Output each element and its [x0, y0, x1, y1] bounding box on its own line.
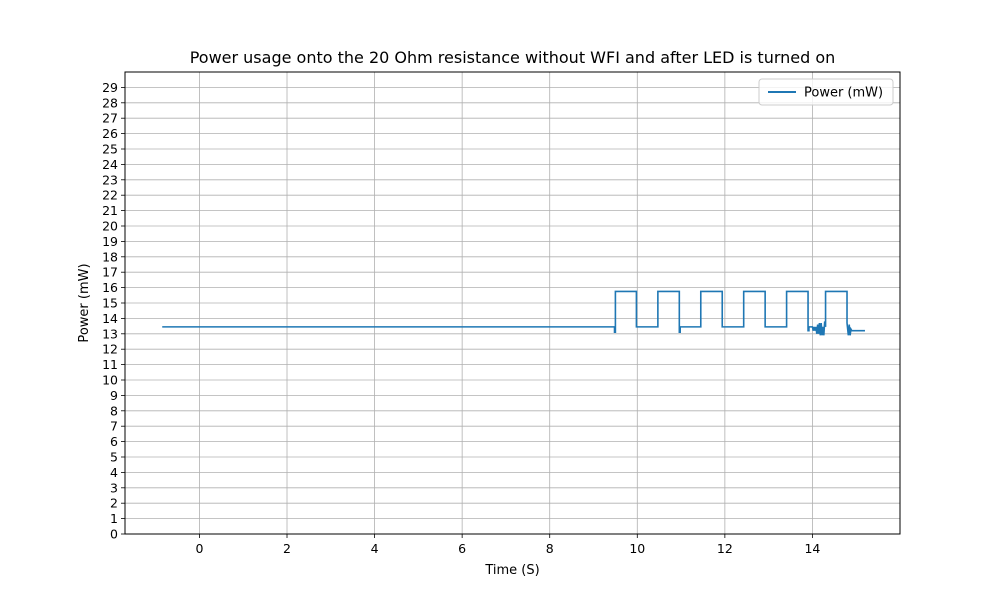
y-axis-ticks: 0123456789101112131415161718192021222324… [102, 80, 125, 542]
y-tick-label: 16 [102, 280, 118, 295]
y-tick-label: 10 [102, 373, 118, 388]
x-tick-label: 4 [371, 541, 379, 556]
y-tick-label: 19 [102, 234, 118, 249]
legend: Power (mW) [758, 78, 894, 106]
y-tick-label: 8 [110, 403, 118, 418]
x-tick-label: 0 [195, 541, 203, 556]
y-tick-label: 27 [102, 111, 118, 126]
y-tick-label: 11 [102, 357, 118, 372]
y-tick-label: 28 [102, 95, 118, 110]
y-tick-label: 9 [110, 388, 118, 403]
y-tick-label: 21 [102, 203, 118, 218]
y-tick-label: 4 [110, 465, 118, 480]
x-axis-label: Time (S) [484, 563, 539, 578]
x-tick-label: 6 [458, 541, 466, 556]
series-line-0 [162, 290, 865, 336]
legend-box [758, 78, 894, 106]
y-tick-label: 15 [102, 296, 118, 311]
x-tick-label: 12 [717, 541, 733, 556]
series-layer [162, 290, 865, 336]
legend-entry-label: Power (mW) [804, 86, 883, 101]
y-tick-label: 24 [102, 157, 118, 172]
y-tick-label: 14 [102, 311, 118, 326]
y-tick-label: 26 [102, 126, 118, 141]
y-tick-label: 18 [102, 249, 118, 264]
x-tick-label: 10 [629, 541, 645, 556]
y-tick-label: 22 [102, 188, 118, 203]
y-tick-label: 2 [110, 496, 118, 511]
y-tick-label: 20 [102, 219, 118, 234]
y-tick-label: 0 [110, 527, 118, 542]
y-axis-label: Power (mW) [77, 263, 92, 342]
chart-title: Power usage onto the 20 Ohm resistance w… [190, 48, 836, 67]
y-tick-label: 23 [102, 172, 118, 187]
y-tick-label: 29 [102, 80, 118, 95]
y-tick-label: 1 [110, 511, 118, 526]
y-tick-label: 3 [110, 480, 118, 495]
x-axis-ticks: 0 2 4 6 8 10 12 14 [195, 534, 820, 556]
grid [125, 72, 900, 535]
x-tick-label: 14 [804, 541, 820, 556]
y-tick-label: 13 [102, 326, 118, 341]
x-tick-label: 8 [546, 541, 554, 556]
y-tick-label: 6 [110, 434, 118, 449]
y-tick-label: 12 [102, 342, 118, 357]
y-tick-label: 7 [110, 419, 118, 434]
y-tick-label: 25 [102, 142, 118, 157]
y-tick-label: 5 [110, 450, 118, 465]
x-tick-label: 2 [283, 541, 291, 556]
y-tick-label: 17 [102, 265, 118, 280]
